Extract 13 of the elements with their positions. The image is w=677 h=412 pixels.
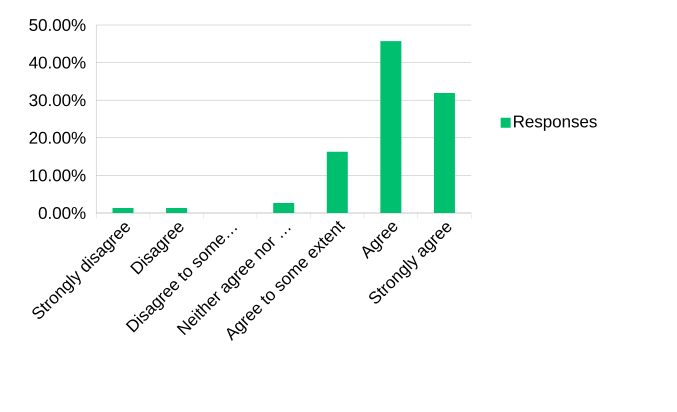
y-tick-label: 20.00%: [30, 132, 86, 144]
bar: [273, 203, 294, 213]
y-tick-label: 10.00%: [30, 169, 86, 182]
bar: [434, 93, 455, 213]
bar: [326, 152, 348, 213]
bar: [112, 208, 134, 213]
bar: [380, 41, 402, 213]
legend-label: Responses: [514, 116, 597, 131]
y-tick-label: 40.00%: [29, 56, 86, 69]
y-tick-label: 30.00%: [29, 94, 86, 106]
y-tick-label: 0.00%: [38, 207, 86, 219]
bar: [166, 208, 188, 213]
y-tick-label: 50.00%: [29, 19, 86, 32]
